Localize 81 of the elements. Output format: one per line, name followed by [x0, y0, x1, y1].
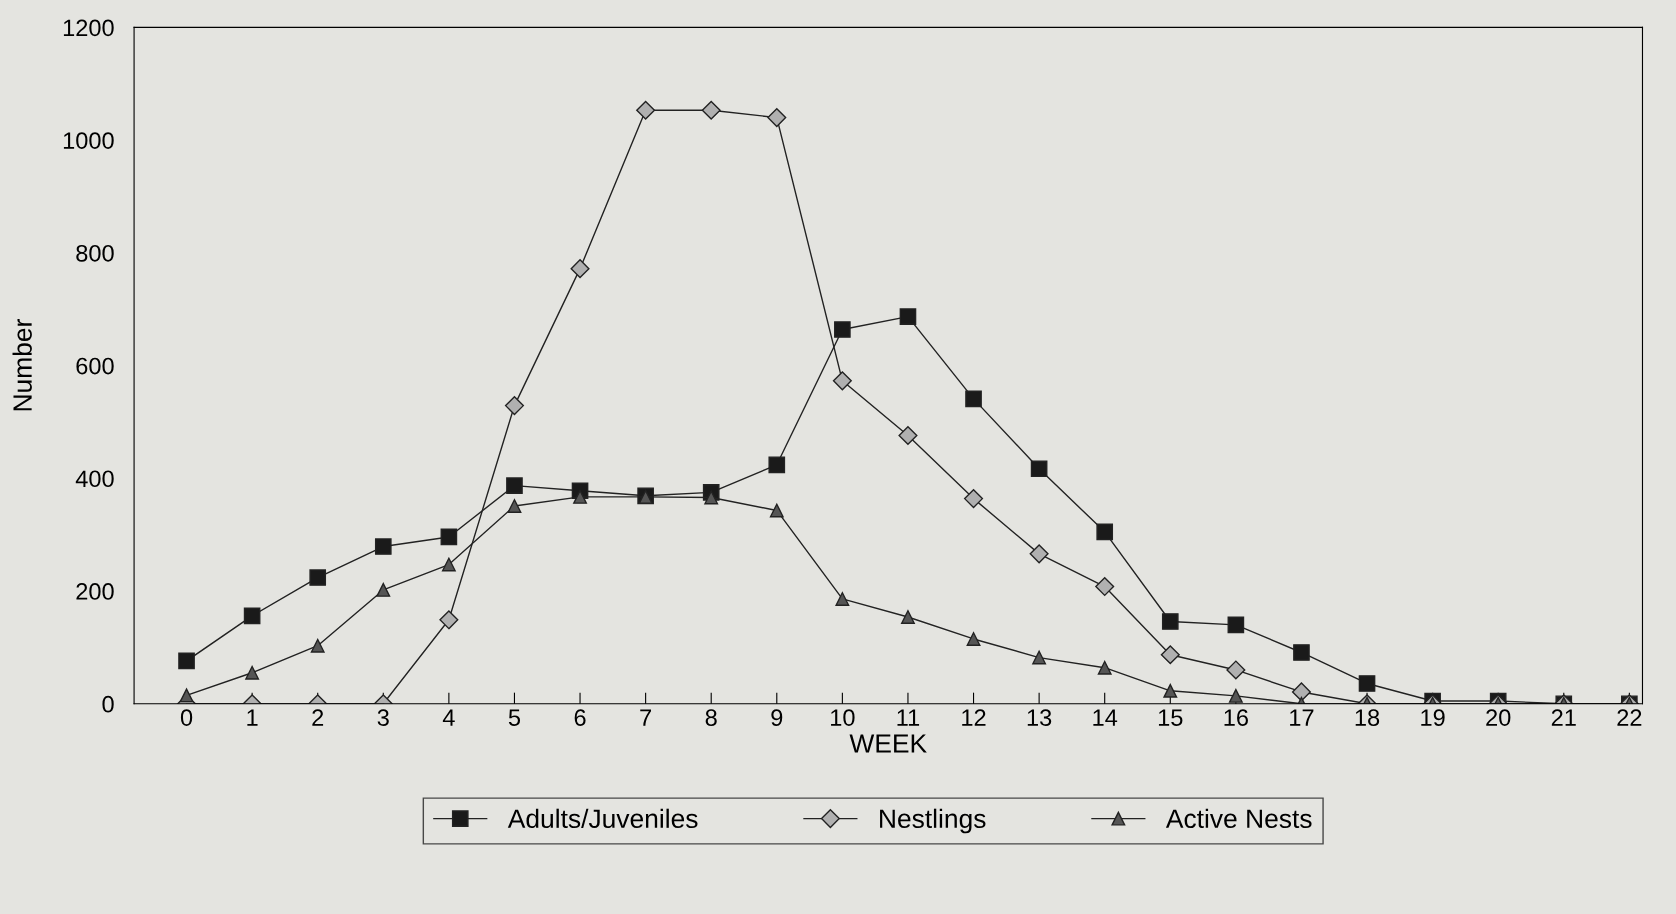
- legend-label: Nestlings: [880, 808, 986, 834]
- point: [1097, 660, 1112, 675]
- x-tick-label: 22: [1617, 709, 1642, 726]
- x-tick-label: 5: [508, 709, 521, 726]
- point: [374, 538, 392, 555]
- point: [439, 610, 459, 630]
- point: [834, 321, 851, 338]
- x-tick-label: 20: [1486, 709, 1511, 726]
- point: [1358, 675, 1376, 692]
- x-tick-label: 14: [1093, 709, 1118, 726]
- point: [178, 652, 195, 670]
- point: [504, 396, 524, 416]
- y-tick-label: 400: [75, 470, 114, 488]
- y-tick-label: 1000: [63, 132, 114, 149]
- x-tick-label: 10: [831, 709, 855, 726]
- legend-label: Adults/Juveniles: [507, 808, 698, 829]
- x-tick-label: 9: [771, 709, 783, 726]
- y-tick-label: 200: [76, 583, 114, 600]
- x-tick-label: 16: [1224, 709, 1248, 726]
- point: [309, 569, 327, 586]
- point: [310, 638, 325, 653]
- point: [835, 591, 850, 606]
- point: [1029, 544, 1049, 564]
- point: [179, 688, 194, 703]
- x-tick-label: 7: [640, 709, 652, 726]
- point: [832, 371, 852, 391]
- point: [245, 665, 260, 680]
- x-tick-label: 15: [1158, 709, 1183, 726]
- point: [1227, 616, 1245, 634]
- x-tick-label: 6: [574, 709, 586, 726]
- x-tick-label: 3: [377, 709, 389, 726]
- point: [243, 607, 261, 625]
- point: [1291, 682, 1311, 702]
- point: [899, 308, 917, 325]
- point: [573, 489, 587, 504]
- point: [507, 498, 522, 513]
- point: [704, 490, 719, 505]
- point: [1096, 523, 1114, 541]
- point: [1161, 613, 1179, 630]
- y-tick-label: 0: [102, 695, 114, 713]
- point: [767, 108, 787, 128]
- point: [1030, 460, 1048, 478]
- point: [1095, 577, 1115, 597]
- x-tick-label: 4: [442, 709, 455, 726]
- x-tick-label: 0: [180, 709, 193, 726]
- x-tick-label: 8: [705, 709, 717, 726]
- point: [1160, 645, 1180, 665]
- x-tick-label: 17: [1290, 709, 1314, 726]
- x-tick-label: 2: [312, 709, 324, 726]
- point: [965, 390, 982, 408]
- point: [966, 632, 981, 646]
- point: [1293, 644, 1310, 661]
- point: [440, 528, 458, 546]
- point: [769, 503, 784, 518]
- point: [636, 100, 656, 120]
- x-tick-label: 13: [1027, 709, 1052, 726]
- y-tick-label: 800: [76, 244, 114, 262]
- y-tick-label: 600: [76, 357, 114, 375]
- point: [1226, 660, 1246, 680]
- x-tick-label: 18: [1355, 709, 1380, 726]
- point: [1163, 683, 1178, 698]
- point: [768, 456, 786, 474]
- point: [1228, 688, 1243, 703]
- point: [964, 489, 984, 509]
- x-tick-label: 12: [962, 709, 986, 726]
- point: [570, 259, 590, 279]
- point: [901, 610, 915, 624]
- legend-label: Active Nests: [1165, 808, 1312, 829]
- x-axis-title: WEEK: [849, 734, 927, 753]
- y-axis-title: Number: [12, 319, 32, 411]
- point: [441, 557, 456, 572]
- x-tick-label: 1: [247, 709, 258, 726]
- x-tick-label: 11: [897, 709, 920, 726]
- point: [898, 425, 918, 446]
- point: [701, 100, 721, 120]
- point: [376, 582, 391, 597]
- x-tick-label: 19: [1421, 709, 1445, 726]
- point: [1032, 650, 1047, 665]
- x-tick-label: 21: [1551, 709, 1576, 726]
- y-tick-label: 1200: [63, 19, 114, 37]
- point: [506, 477, 523, 494]
